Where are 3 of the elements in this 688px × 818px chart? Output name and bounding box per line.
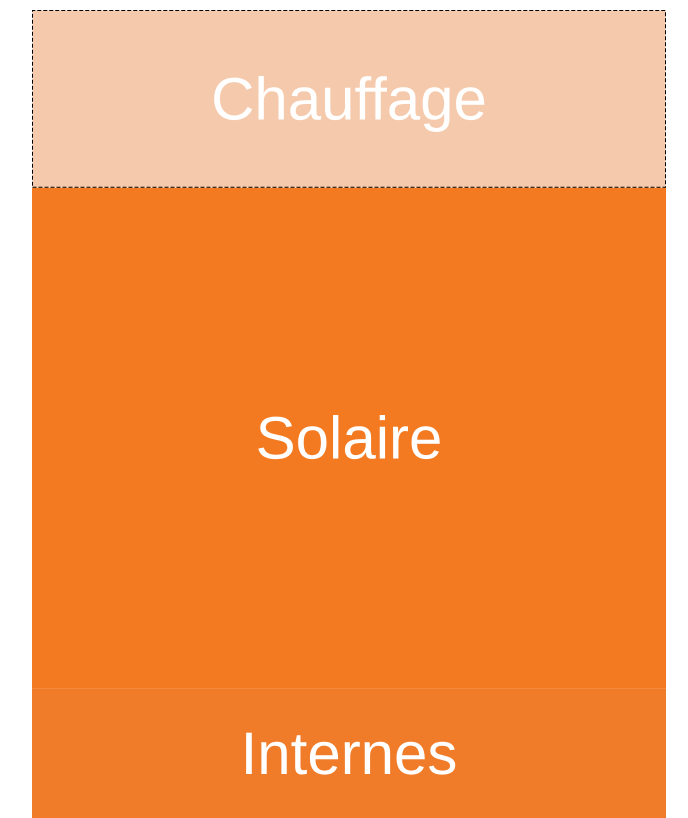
series-label: Chauffage: [211, 65, 487, 132]
series-label: Internes: [240, 720, 458, 787]
series-label: Solaire: [256, 404, 442, 472]
